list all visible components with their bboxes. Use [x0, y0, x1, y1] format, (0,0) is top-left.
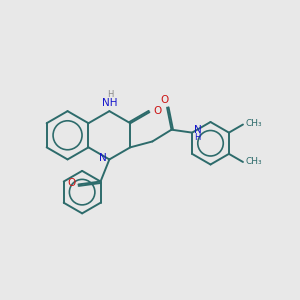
Text: H: H [107, 90, 113, 99]
Text: O: O [153, 106, 161, 116]
Text: NH: NH [102, 98, 117, 108]
Text: N: N [99, 153, 107, 163]
Text: H: H [194, 134, 201, 142]
Text: N: N [194, 125, 202, 135]
Text: O: O [67, 178, 76, 188]
Text: CH₃: CH₃ [245, 118, 262, 127]
Text: O: O [160, 95, 168, 105]
Text: CH₃: CH₃ [245, 158, 262, 166]
